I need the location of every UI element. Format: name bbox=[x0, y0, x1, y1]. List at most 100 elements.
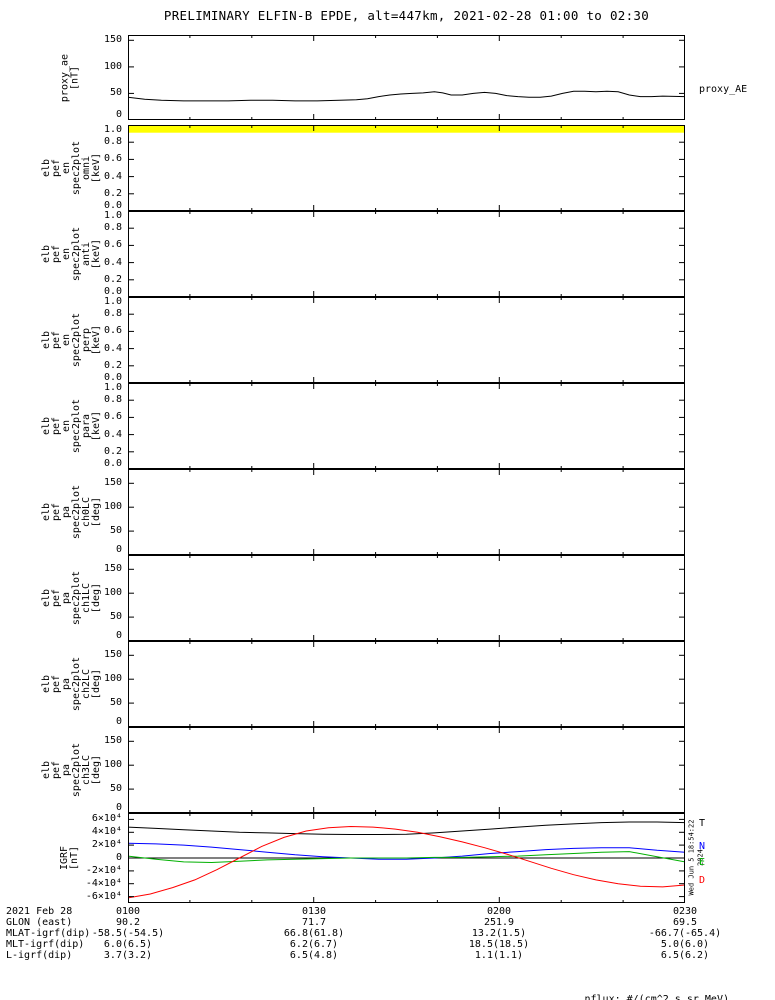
panel-left-label: elb pef pa spec2plot ch3LC [deg] bbox=[41, 742, 102, 798]
panel-elb_pef_en_spec2plot_omni bbox=[128, 125, 685, 211]
panel-border bbox=[128, 555, 685, 641]
y-tick-label: 0.2 bbox=[103, 274, 122, 285]
y-tick-label: 0.6 bbox=[103, 153, 122, 164]
series-T bbox=[128, 821, 685, 835]
y-tick-label: 0.4 bbox=[103, 429, 122, 440]
spectrogram-band bbox=[128, 125, 685, 133]
y-tick-label: 4×10⁴ bbox=[91, 826, 122, 837]
y-tick-label: -2×10⁴ bbox=[85, 865, 122, 876]
panel-right-label-proxy_AE: proxy_AE bbox=[699, 84, 748, 95]
y-tick-label: 0.6 bbox=[103, 411, 122, 422]
panel-left-label: elb pef en spec2plot para [keV] bbox=[41, 398, 102, 454]
y-tick-label: 0.8 bbox=[103, 222, 122, 233]
y-tick-label: 1.0 bbox=[103, 210, 122, 221]
date-label: 2021 Feb 28 bbox=[6, 906, 73, 917]
panel-elb_pef_pa_spec2plot_ch1LC bbox=[128, 555, 685, 641]
ephemeris-value: 5.0(6.0) bbox=[660, 939, 710, 950]
y-tick-label: 100 bbox=[103, 501, 122, 512]
y-tick-label: 0 bbox=[115, 802, 122, 813]
y-tick-label: 150 bbox=[103, 34, 122, 45]
x-tick-label: 0200 bbox=[486, 906, 512, 917]
y-tick-label: 0.4 bbox=[103, 257, 122, 268]
panel-left-label: elb pef pa spec2plot ch1LC [deg] bbox=[41, 570, 102, 626]
plot-title: PRELIMINARY ELFIN-B EPDE, alt=447km, 202… bbox=[163, 8, 650, 23]
y-tick-label: 0 bbox=[115, 630, 122, 641]
panel-border bbox=[128, 211, 685, 297]
y-tick-label: 50 bbox=[109, 87, 122, 98]
panel-border bbox=[128, 641, 685, 727]
panel-left-label: elb pef pa spec2plot ch0LC [deg] bbox=[41, 484, 102, 540]
x-tick-label: 0230 bbox=[672, 906, 698, 917]
panel-left-label: proxy_ae [nT] bbox=[59, 53, 81, 103]
y-tick-label: 2×10⁴ bbox=[91, 839, 122, 850]
ephemeris-row-label: MLAT-igrf(dip) bbox=[6, 928, 91, 939]
panel-border bbox=[128, 469, 685, 555]
ephemeris-value: -66.7(-65.4) bbox=[648, 928, 722, 939]
x-tick-label: 0100 bbox=[115, 906, 141, 917]
y-tick-label: 0.6 bbox=[103, 325, 122, 336]
y-tick-label: 1.0 bbox=[103, 124, 122, 135]
ephemeris-row-label: GLON (east) bbox=[6, 917, 73, 928]
y-tick-label: 100 bbox=[103, 587, 122, 598]
series-proxy_AE bbox=[128, 90, 685, 102]
y-tick-label: 0.4 bbox=[103, 343, 122, 354]
panel-elb_pef_en_spec2plot_perp bbox=[128, 297, 685, 383]
y-tick-label: 0.8 bbox=[103, 308, 122, 319]
y-tick-label: 0.0 bbox=[103, 200, 122, 211]
ephemeris-value: -58.5(-54.5) bbox=[91, 928, 165, 939]
y-tick-label: 0.8 bbox=[103, 394, 122, 405]
panel-elb_pef_en_spec2plot_anti bbox=[128, 211, 685, 297]
panel-border bbox=[128, 383, 685, 469]
panel-elb_pef_pa_spec2plot_ch3LC bbox=[128, 727, 685, 813]
panel-border bbox=[128, 727, 685, 813]
y-tick-label: 0.0 bbox=[103, 458, 122, 469]
ephemeris-value: 13.2(1.5) bbox=[471, 928, 527, 939]
panel-right-label-N: N bbox=[699, 841, 706, 852]
y-tick-label: 0 bbox=[115, 716, 122, 727]
panel-border bbox=[128, 297, 685, 383]
panel-left-label: elb pef en spec2plot perp [keV] bbox=[41, 312, 102, 368]
y-tick-label: -6×10⁴ bbox=[85, 891, 122, 902]
y-tick-label: 0.2 bbox=[103, 188, 122, 199]
ephemeris-value: 6.5(4.8) bbox=[289, 950, 339, 961]
panel-left-label: elb pef en spec2plot anti [keV] bbox=[41, 226, 102, 282]
y-tick-label: 50 bbox=[109, 697, 122, 708]
y-tick-label: 0.0 bbox=[103, 286, 122, 297]
y-tick-label: 1.0 bbox=[103, 382, 122, 393]
ephemeris-row-label: MLT-igrf(dip) bbox=[6, 939, 85, 950]
y-tick-label: 150 bbox=[103, 563, 122, 574]
y-tick-label: 0 bbox=[115, 109, 122, 120]
y-tick-label: 1.0 bbox=[103, 296, 122, 307]
ephemeris-value: 1.1(1.1) bbox=[474, 950, 524, 961]
ephemeris-value: 71.7 bbox=[301, 917, 327, 928]
ephemeris-value: 6.5(6.2) bbox=[660, 950, 710, 961]
y-tick-label: 50 bbox=[109, 525, 122, 536]
y-tick-label: 0.4 bbox=[103, 171, 122, 182]
flux-units-note: nflux: #/(cm^2 s sr MeV) bbox=[584, 994, 730, 1000]
panel-elb_pef_pa_spec2plot_ch2LC bbox=[128, 641, 685, 727]
y-tick-label: 6×10⁴ bbox=[91, 813, 122, 824]
ephemeris-value: 18.5(18.5) bbox=[468, 939, 530, 950]
panel-left-label: IGRF [nT] bbox=[59, 845, 80, 871]
y-tick-label: 150 bbox=[103, 735, 122, 746]
x-tick-label: 0130 bbox=[301, 906, 327, 917]
ephemeris-value: 6.0(6.5) bbox=[103, 939, 153, 950]
panel-left-label: elb pef pa spec2plot ch2LC [deg] bbox=[41, 656, 102, 712]
ephemeris-value: 6.2(6.7) bbox=[289, 939, 339, 950]
panel-border bbox=[128, 35, 685, 120]
y-tick-label: 0.8 bbox=[103, 136, 122, 147]
y-tick-label: 0 bbox=[115, 544, 122, 555]
panel-left-label: elb pef en spec2plot omni [keV] bbox=[41, 140, 102, 196]
series-E bbox=[128, 851, 685, 864]
y-tick-label: 0.2 bbox=[103, 446, 122, 457]
y-tick-label: 50 bbox=[109, 611, 122, 622]
y-tick-label: 0.2 bbox=[103, 360, 122, 371]
ephemeris-value: 251.9 bbox=[483, 917, 515, 928]
y-tick-label: 100 bbox=[103, 759, 122, 770]
y-tick-label: 100 bbox=[103, 673, 122, 684]
footer: nflux: #/(cm^2 s sr MeV) Created: Wed Ju… bbox=[530, 972, 730, 1000]
y-tick-label: 0.6 bbox=[103, 239, 122, 250]
y-tick-label: 0.0 bbox=[103, 372, 122, 383]
ephemeris-value: 90.2 bbox=[115, 917, 141, 928]
